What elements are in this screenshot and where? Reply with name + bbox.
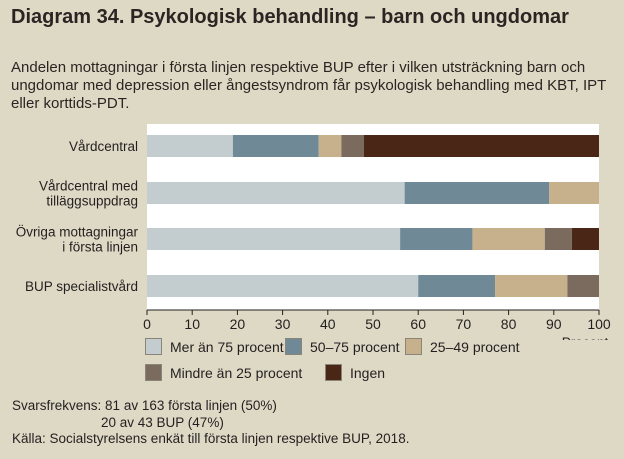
legend-item-ingen: Ingen [325,364,385,381]
category-label: Vårdcentral [69,139,138,154]
legend-label: 25–49 procent [430,338,520,355]
legend-label: 50–75 procent [310,338,400,355]
legend-item-25-49: 25–49 procent [405,338,520,355]
legend-label: Ingen [350,364,386,381]
x-tick-label: 50 [365,316,381,332]
legend-item-mindre-an-25: Mindre än 25 procent [145,364,302,381]
legend-swatch [325,364,342,381]
bar-segment [400,228,473,250]
category-label: tilläggsuppdrag [46,194,138,209]
legend-item-50-75: 50–75 procent [285,338,400,355]
source-note: Källa: Socialstyrelsens enkät till först… [12,431,410,446]
bar-segment [147,135,233,157]
x-tick-label: 60 [410,316,426,332]
bar-segment [147,228,401,250]
bar-segment [549,182,599,204]
x-tick-label: 10 [184,316,200,332]
chart-title: Diagram 34. Psykologisk behandling – bar… [11,6,569,28]
category-label: Vårdcentral med [39,179,138,194]
bar-segment [418,275,496,297]
bar-segment [567,275,599,297]
legend-label: Mindre än 25 procent [170,364,303,381]
bar-segment [318,135,342,157]
x-tick-label: 100 [587,316,611,332]
legend-swatch [145,338,162,355]
x-tick-label: 0 [143,316,151,332]
stacked-bar-chart: Vårdcentral Vårdcentral medtilläggsuppdra… [16,124,611,340]
x-tick-label: 40 [320,316,336,332]
chart-footer: Svarsfrekvens: 81 av 163 första linjen (… [12,398,612,448]
bar-segment [571,228,599,250]
legend-label: Mer än 75 procent [170,338,284,355]
chart-legend: Mer än 75 procent 50–75 procent 25–49 pr… [145,336,615,386]
bar-segment [232,135,319,157]
response-rate-bup: 20 av 43 BUP (47%) [101,414,224,430]
chart-subtitle: Andelen mottagningar i första linjen res… [11,59,607,112]
x-tick-label: 30 [275,316,291,332]
x-tick-label: 90 [546,316,562,332]
bar-segment [341,135,364,157]
bar-segment [472,228,545,250]
category-label: Övriga mottagningar [16,225,139,240]
bar-segment [363,135,599,157]
legend-item-mer-an-75: Mer än 75 procent [145,338,284,355]
bar-segment [147,275,419,297]
response-rate-first-line: 81 av 163 första linjen (50%) [105,398,277,413]
x-axis-label: Procent [562,335,609,340]
legend-swatch [145,364,162,381]
response-rate-label: Svarsfrekvens: [12,398,102,413]
bar-segment [495,275,568,297]
category-label: i första linjen [62,240,138,255]
legend-swatch [405,338,422,355]
x-tick-label: 20 [230,316,246,332]
x-tick-label: 80 [501,316,517,332]
x-tick-label: 70 [456,316,472,332]
category-label: BUP specialistvård [25,279,138,294]
bar-segment [544,228,572,250]
bar-segment [404,182,550,204]
legend-swatch [285,338,302,355]
bar-segment [147,182,405,204]
